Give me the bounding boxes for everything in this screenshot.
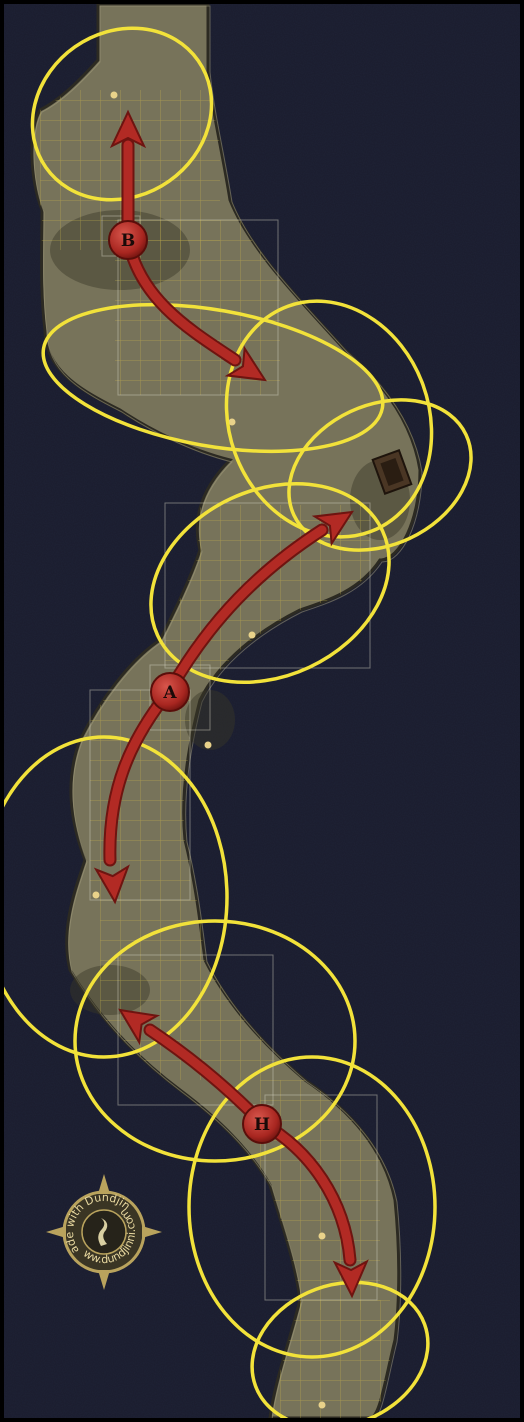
route-arrow-a-south-arrowhead-icon	[93, 864, 130, 905]
room-outline-5	[117, 954, 274, 1106]
encounter-circle-7[interactable]	[187, 1055, 437, 1359]
torch-icon-6	[92, 891, 100, 899]
torch-icon-3	[318, 1232, 326, 1240]
encounter-circle-6[interactable]	[73, 919, 357, 1163]
torch-icon-4	[318, 1401, 326, 1409]
room-outline-6	[264, 1094, 378, 1301]
encounter-circle-2[interactable]	[194, 272, 464, 566]
door-opening-icon	[380, 457, 404, 487]
route-arrow-h-south-arrowhead-icon	[332, 1259, 369, 1299]
cave-features	[92, 91, 413, 1409]
encounter-circle-1[interactable]	[32, 281, 394, 475]
area-marker-h[interactable]: H	[242, 1104, 282, 1144]
marker-label: H	[254, 1115, 270, 1135]
area-marker-a-badge[interactable]	[150, 672, 190, 712]
route-arrow-h-north	[118, 1008, 269, 1130]
route-arrow-a-north	[163, 510, 354, 697]
encounter-circle-8[interactable]	[231, 1258, 448, 1418]
area-marker-h-badge[interactable]	[242, 1104, 282, 1144]
genie-figure-icon	[98, 1218, 108, 1246]
route-arrow-a-north-arrowhead-icon	[311, 510, 354, 547]
route-arrow-h-north-arrowhead-icon	[118, 1008, 161, 1046]
route-arrow-b-east-shaft	[123, 235, 240, 365]
cave-shadow-2	[185, 690, 235, 750]
encounter-circles[interactable]	[4, 4, 496, 1418]
encounter-circle-5[interactable]	[4, 735, 229, 1059]
room-outline-4	[89, 689, 191, 901]
route-arrow-h-north-shaft	[145, 1025, 267, 1128]
torch-icon-2	[248, 631, 256, 639]
route-arrow-b-north-arrowhead-icon	[109, 109, 147, 149]
torch-icon-0	[110, 91, 118, 99]
compass-south-point-icon	[98, 1270, 110, 1290]
compass-west-point-icon	[46, 1226, 66, 1238]
route-arrow-a-south	[93, 683, 177, 905]
wooden-door-icon	[371, 449, 413, 495]
compass-east-point-icon	[142, 1226, 162, 1238]
area-marker-b[interactable]: B	[108, 220, 148, 260]
route-arrow-a-south-shaft	[105, 685, 175, 865]
area-marker-a[interactable]: A	[150, 672, 190, 712]
area-marker-b-badge[interactable]	[108, 220, 148, 260]
grid-patch-6	[280, 1300, 390, 1418]
route-arrow-b-east-arrowhead-icon	[224, 345, 267, 382]
route-arrow-b-east	[121, 233, 267, 382]
encounter-circle-0[interactable]	[4, 4, 245, 235]
encounter-circle-3[interactable]	[264, 371, 495, 578]
torch-icon-5	[204, 741, 212, 749]
marker-label: A	[162, 683, 177, 703]
compass-north-point-icon	[98, 1174, 110, 1194]
marker-label: B	[121, 231, 135, 251]
route-arrow-a-north-shaft	[165, 525, 327, 695]
dungeon-map[interactable]: BAH Made with Dundjinni www.dundjinni.co…	[4, 4, 520, 1418]
torch-icon-1	[228, 418, 236, 426]
area-markers[interactable]: B A H	[108, 220, 282, 1144]
encounter-circle-4[interactable]	[118, 446, 421, 719]
